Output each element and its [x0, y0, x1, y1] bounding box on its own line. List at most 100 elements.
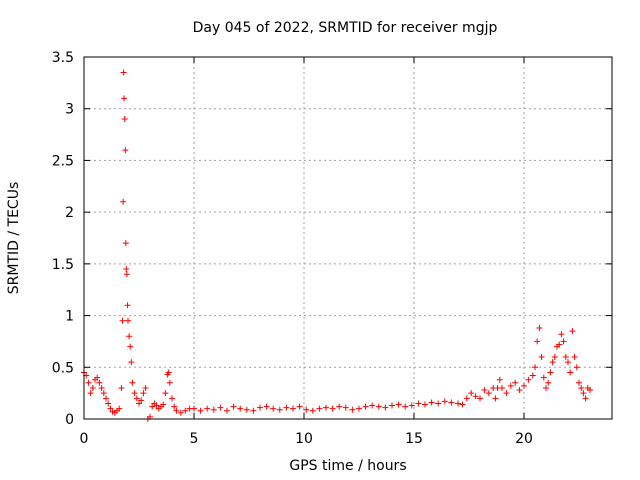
x-tick-label: 20	[515, 431, 533, 447]
data-point	[435, 400, 442, 407]
x-tick-label: 0	[80, 431, 89, 447]
data-point	[512, 379, 519, 386]
data-point	[119, 317, 126, 324]
y-tick-label: 0.5	[52, 360, 74, 376]
data-point	[336, 403, 343, 410]
y-axis-label: SRMTID / TECUs	[6, 182, 22, 295]
data-point	[316, 405, 323, 412]
data-point	[580, 390, 587, 397]
data-point	[455, 400, 461, 407]
data-point	[549, 359, 556, 366]
data-point	[477, 395, 483, 402]
x-tick-label: 5	[190, 431, 199, 447]
data-point	[459, 401, 466, 408]
data-point	[121, 116, 128, 123]
data-point	[565, 359, 571, 366]
data-point	[217, 404, 224, 411]
data-point	[356, 405, 362, 412]
data-point	[323, 404, 329, 411]
data-point	[128, 359, 135, 366]
data-point	[191, 405, 197, 412]
data-point	[270, 405, 277, 412]
data-point	[142, 384, 149, 391]
data-point	[107, 405, 114, 412]
data-point	[197, 407, 204, 414]
data-point	[123, 266, 130, 273]
data-point	[263, 403, 270, 410]
data-point	[120, 69, 127, 76]
data-point	[556, 341, 563, 348]
data-point	[525, 376, 532, 383]
data-point	[127, 343, 134, 350]
x-axis-label: GPS time / hours	[289, 458, 406, 474]
y-tick-label: 2	[65, 205, 74, 221]
data-point	[177, 409, 184, 416]
data-point	[395, 401, 402, 408]
data-point	[540, 374, 547, 381]
data-point	[210, 406, 217, 413]
data-point	[422, 401, 428, 408]
y-tick-label: 2.5	[52, 153, 74, 169]
data-point	[290, 405, 296, 412]
data-point	[87, 390, 94, 397]
data-point	[349, 406, 356, 413]
data-point	[415, 400, 422, 407]
axis-ticks: 0 5 10 15 20 0 0.5 1 1.5 2 2.5 3 3.5	[52, 50, 612, 447]
data-point	[171, 403, 178, 410]
data-point	[534, 338, 541, 345]
data-point	[100, 390, 107, 397]
data-point	[125, 317, 131, 324]
data-point	[237, 405, 244, 412]
data-point	[576, 379, 582, 386]
data-point	[257, 404, 263, 411]
data-point	[402, 403, 409, 410]
data-point	[276, 406, 283, 413]
data-points	[81, 69, 593, 422]
data-point	[547, 369, 554, 376]
data-point	[538, 353, 545, 360]
data-point	[389, 402, 395, 409]
data-point	[85, 379, 92, 386]
data-point	[529, 372, 536, 379]
x-tick-label: 10	[295, 431, 313, 447]
data-point	[133, 395, 140, 402]
data-point	[375, 403, 382, 410]
data-point	[472, 393, 479, 400]
data-point	[492, 395, 499, 402]
data-point	[578, 384, 585, 391]
data-point	[571, 353, 578, 360]
data-point	[173, 407, 180, 414]
data-point	[116, 405, 123, 412]
data-point	[98, 384, 105, 391]
data-point	[166, 379, 173, 386]
plot-frame	[83, 56, 613, 420]
data-point	[121, 95, 128, 102]
data-point	[448, 399, 455, 406]
data-point	[96, 379, 103, 386]
data-point	[169, 395, 175, 402]
data-point	[160, 401, 167, 408]
y-tick-label: 3.5	[52, 50, 74, 66]
data-point	[587, 387, 593, 394]
data-point	[283, 404, 290, 411]
data-point	[250, 407, 257, 414]
data-point	[499, 384, 505, 391]
data-point	[342, 404, 349, 411]
data-point	[573, 364, 580, 371]
data-point	[309, 407, 316, 414]
data-point	[122, 240, 129, 247]
data-point	[149, 403, 156, 410]
data-point	[582, 395, 589, 402]
data-point	[105, 400, 112, 407]
data-point	[441, 398, 448, 405]
data-point	[94, 374, 101, 381]
data-point	[165, 369, 172, 376]
data-point	[131, 390, 138, 397]
data-point	[362, 403, 369, 410]
data-point	[569, 328, 576, 335]
data-point	[243, 406, 250, 413]
data-point	[567, 369, 574, 376]
y-tick-label: 0	[65, 412, 74, 428]
data-point	[481, 387, 488, 394]
